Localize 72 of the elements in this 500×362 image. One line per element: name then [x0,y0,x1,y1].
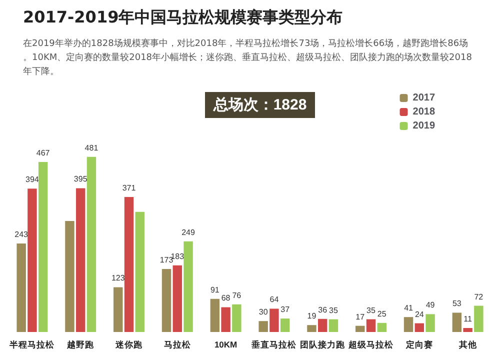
data-label: 19 [307,312,317,321]
data-label: 25 [377,309,387,318]
x-tick-label: 10KM [214,340,238,350]
bar [258,321,268,332]
bar [270,308,279,332]
bar [172,265,182,332]
data-label: 35 [329,306,338,315]
x-tick-label: 定向赛 [404,340,433,350]
bar [474,306,484,332]
legend-label: 2019 [412,120,436,132]
bar [452,312,462,332]
bar [38,162,48,332]
data-label: 68 [221,294,231,303]
data-label: 249 [182,228,196,237]
bar [404,317,414,332]
data-label: 371 [122,183,136,192]
bar [86,156,96,332]
data-label: 37 [280,305,290,314]
x-tick-label: 越野跑 [66,340,96,350]
bar [414,323,424,332]
bar [210,298,220,332]
data-label: 91 [210,285,220,294]
bar [135,212,144,332]
data-label: 243 [14,230,29,240]
bar [366,319,376,332]
data-label: 72 [474,292,484,302]
legend-label: 2018 [412,106,436,118]
data-label: 53 [452,299,462,308]
bar [28,188,37,332]
data-label: 36 [318,305,328,314]
x-tick-label: 马拉松 [164,340,192,350]
bar [65,220,74,332]
data-label: 395 [74,174,88,184]
bar [463,328,472,332]
bar [16,244,26,332]
x-tick-label: 其他 [458,340,478,350]
bar [114,287,123,332]
data-label: 394 [26,175,40,184]
bar [184,241,193,332]
data-label: 30 [258,308,268,317]
x-tick-label: 迷你跑 [114,340,144,350]
data-label: 24 [414,310,424,319]
x-tick-label: 垂直马拉松 [250,340,298,350]
data-label: 35 [366,306,376,315]
bar [377,322,386,332]
bar [356,326,365,332]
bar [124,196,134,332]
bar [221,307,230,332]
data-label: 123 [111,274,126,283]
chart-subtitle: 在2019年举办的1828场规模赛事中，对比2018年，半程马拉松增长73场，马拉松增长66场，越野跑增长86场。10KM、定向赛的数量较2018年小幅增长；迷你跑、垂直马拉松、超级马拉松、团队接力跑的场次数量较2018年下降。 [23,38,472,77]
data-label: 481 [84,143,99,152]
bar [162,269,172,332]
data-label: 49 [426,300,436,310]
bar [328,319,338,332]
chart-title: 2017-2019年中国马拉松规模赛事类型分布 [23,8,343,26]
data-label: 17 [356,312,366,322]
bar [307,325,316,332]
data-label: 11 [464,314,472,324]
x-tick-label: 半程马拉松 [8,340,56,350]
bar [318,318,328,332]
bar [232,304,242,332]
data-label: 41 [404,304,414,313]
legend-label: 2017 [412,92,436,104]
text: 总场次：1828 [212,96,307,114]
data-label: 64 [270,295,280,304]
bar [426,314,435,332]
bar [76,188,86,332]
data-label: 76 [232,290,242,300]
x-tick-label: 团队接力跑 [300,340,346,350]
data-label: 467 [36,148,50,158]
bar [280,318,290,332]
x-tick-label: 超级马拉松 [348,340,394,350]
